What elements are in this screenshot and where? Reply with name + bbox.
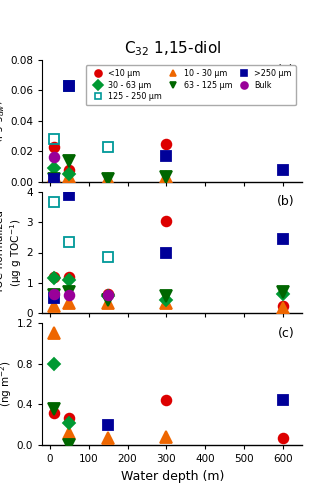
X-axis label: Water depth (m): Water depth (m) (121, 470, 224, 482)
Y-axis label: C$_{32}$ 1,15-diol loadings
(ng m$^{-2}$): C$_{32}$ 1,15-diol loadings (ng m$^{-2}$… (0, 327, 13, 441)
Text: (c): (c) (278, 327, 295, 340)
Title: C$_{32}$ 1,15-diol: C$_{32}$ 1,15-diol (124, 39, 221, 58)
Legend: <10 μm, 30 - 63 μm, 125 - 250 μm, 10 - 30 μm, 63 - 125 μm, >250 μm, Bulk: <10 μm, 30 - 63 μm, 125 - 250 μm, 10 - 3… (86, 65, 296, 105)
Text: (a): (a) (277, 64, 295, 76)
Y-axis label: Dry sediment
(μg g$_{dw}^{-1}$): Dry sediment (μg g$_{dw}^{-1}$) (0, 86, 7, 156)
Text: (b): (b) (277, 195, 295, 208)
Y-axis label: TOC-normalized
(μg g TOC$^{-1}$): TOC-normalized (μg g TOC$^{-1}$) (0, 210, 24, 294)
